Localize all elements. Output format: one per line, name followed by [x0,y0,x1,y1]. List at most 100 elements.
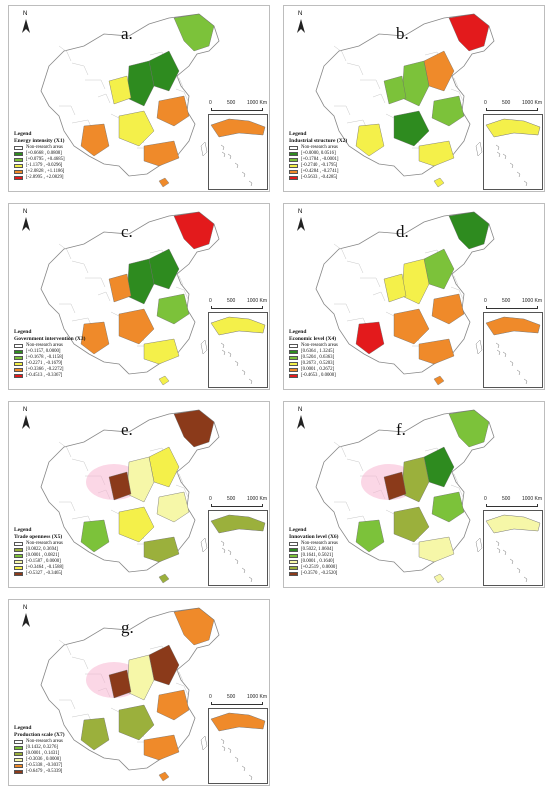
legend-variable: Government intervention (X3) [14,336,86,342]
legend-item: [-0.4653 , 0.0000] [289,373,399,379]
hainan-island [158,375,170,386]
legend-item: [-0.4513 , -0.3367] [14,373,124,379]
province-boundary [97,291,111,302]
north-arrow-icon: N [296,209,310,234]
panel-label: c. [121,222,133,241]
legend-item: [-0.6479 , -0.5339] [14,769,124,775]
province-boundary [334,501,351,512]
province-boundary [333,45,347,62]
legend-item: [+0.6668 , 0.0808] [14,151,124,157]
region-fill [118,506,155,543]
legend-item: [+0.4284 , -0.2741] [289,169,399,175]
region-fill [393,308,430,345]
region-fill [143,734,180,761]
taiwan-island [200,339,208,355]
scale-bar: 0 500 1000 Km [209,298,269,312]
region-fill [108,669,132,699]
legend-item: [-0.1587 , 0.0000] [14,559,124,565]
china-map-c [40,211,220,386]
legend-item: [-0.2740 , -0.1795] [289,163,399,169]
legend-item: [+0.2519 , 0.0000] [289,565,399,571]
province-boundary [372,291,386,302]
legend-item: [+0.3366 , -0.2272] [14,367,124,373]
region-fill [108,75,132,105]
region-fill [173,607,215,646]
province-boundary [58,243,72,260]
region-fill [418,140,455,167]
north-arrow-icon: N [296,407,310,432]
province-boundary [71,458,89,472]
province-boundary [71,260,89,274]
province-boundary [59,105,76,116]
legend-item: [0.0822, 0.3694] [14,547,124,553]
province-boundary [71,62,89,76]
legend: Legend Innovation level (X6) Non-researc… [289,527,399,577]
legend-item: [0.5022, 1.0604] [289,547,399,553]
china-map-g [40,607,220,782]
region-fill [118,704,155,741]
province-boundary [59,501,76,512]
province-boundary [333,243,347,260]
china-map-d [315,211,495,386]
china-map-f [315,409,495,584]
legend-item: Non-research areas [14,541,124,547]
legend: Legend Energy intensity (X1) Non-researc… [14,131,124,181]
province-boundary [59,699,76,710]
province-boundary [71,656,89,670]
legend-item: [0.5204 , 0.6363] [289,355,399,361]
province-boundary [360,277,381,288]
china-map-a [40,13,220,188]
legend-item: [+0.1157, 0.0000] [14,349,124,355]
legend-item: [0.0001 , 0.2672] [289,367,399,373]
region-fill [143,338,180,365]
south-china-sea-inset [208,114,268,190]
legend-item: [-0.5327 , -0.3465] [14,571,124,577]
legend-variable: Trade openness (X5) [14,534,63,540]
taiwan-island [475,339,483,355]
province-boundary [372,93,386,104]
province-boundary [85,79,106,90]
legend-variable: Innovation level (X6) [289,534,339,540]
region-fill [355,519,385,553]
legend-item: [0.1432, 0.3276] [14,745,124,751]
province-boundary [346,62,364,76]
legend-item: [0.0001 , 0.0821] [14,553,124,559]
hainan-island [433,375,445,386]
region-fill [108,471,132,501]
region-fill [383,471,407,501]
legend-item: Non-research areas [14,739,124,745]
legend-item: Non-research areas [289,541,399,547]
legend-item: [-0.3036 , 0.0000] [14,757,124,763]
legend-item: [+2.0828 , +1.1186] [14,169,124,175]
legend: Legend Economic level (X4) Non-research … [289,329,399,379]
map-panel-c: N c. 0 500 1000 Km Legend Government inter… [8,203,270,390]
region-fill [448,409,490,448]
legend-item: [+0.1784 , -0.0001] [289,157,399,163]
map-panel-g: N g. 0 500 1000 Km Legend Production scale… [8,599,270,786]
province-boundary [334,105,351,116]
region-fill [418,536,455,563]
legend-item: [+0.0000, 0.0516] [289,151,399,157]
legend-variable: Energy intensity (X1) [14,138,65,144]
hainan-island [158,177,170,188]
scale-bar: 0 500 1000 Km [209,496,269,510]
province-boundary [346,458,364,472]
region-fill [156,689,190,721]
province-boundary [58,45,72,62]
province-boundary [450,484,464,498]
province-boundary [58,639,72,656]
region-fill [418,338,455,365]
panel-label: d. [396,222,409,241]
legend-variable: Industrial structure (X2) [289,138,348,144]
china-map-b [315,13,495,188]
legend-variable: Production scale (X7) [14,732,65,738]
south-china-sea-inset [208,708,268,784]
region-fill [143,536,180,563]
legend: Legend Industrial structure (X2) Non-res… [289,131,399,181]
panel-label: f. [396,420,406,439]
taiwan-island [200,735,208,751]
region-fill [383,273,407,303]
legend-item: [0.1641, 0.5021] [289,553,399,559]
south-china-sea-inset [483,114,543,190]
region-fill [431,95,465,127]
